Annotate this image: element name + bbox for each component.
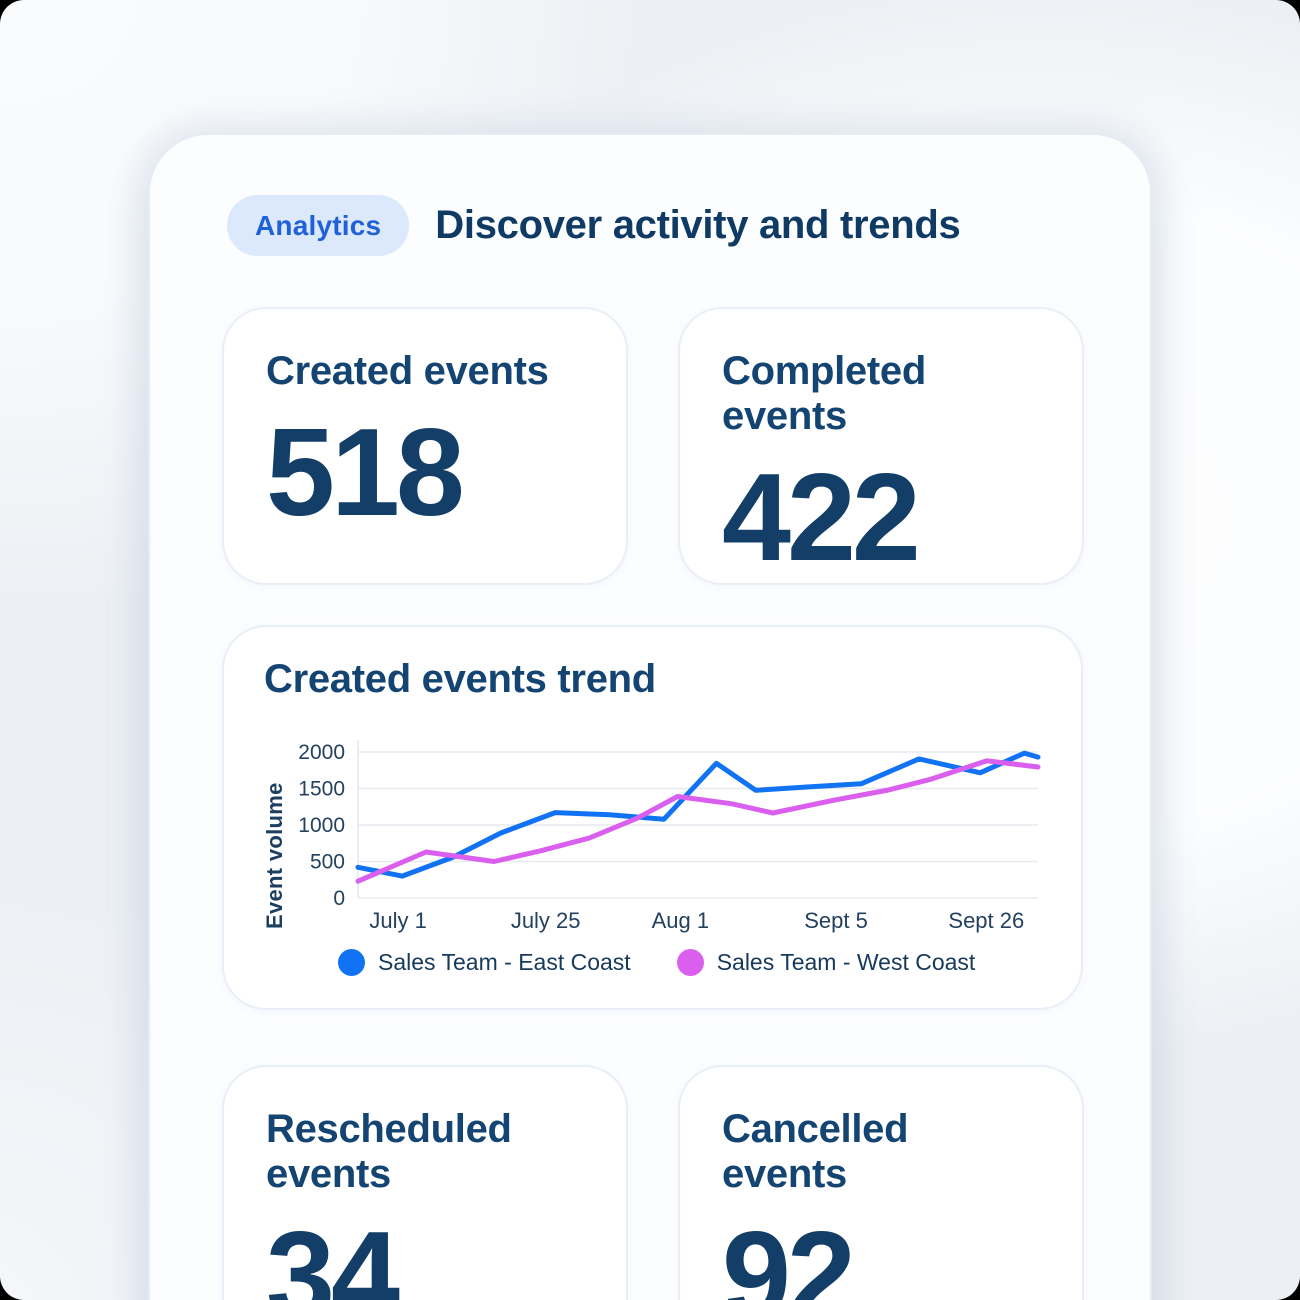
y-tick-label: 0 bbox=[333, 887, 345, 910]
page-title: Discover activity and trends bbox=[435, 203, 961, 247]
analytics-badge: Analytics bbox=[227, 195, 410, 256]
y-tick-label: 1500 bbox=[298, 778, 345, 801]
chart-card: Created events trend Event volume 0 500 10… bbox=[222, 625, 1083, 1010]
legend-label: Sales Team - East Coast bbox=[378, 949, 631, 975]
stat-value: 518 bbox=[266, 404, 465, 542]
stat-value: 34 bbox=[266, 1207, 400, 1300]
stat-label: Rescheduled events bbox=[266, 1107, 512, 1196]
stat-label: Cancelled events bbox=[722, 1107, 909, 1196]
x-tick-label: Sept 26 bbox=[948, 908, 1024, 933]
stat-card-completed-events: Completed events 422 bbox=[678, 307, 1084, 585]
y-axis-label: Event volume bbox=[262, 782, 287, 929]
trend-chart-area: Event volume 0 500 1000 1500 2000 July 1 July … bbox=[254, 735, 1054, 942]
legend-label: Sales Team - West Coast bbox=[716, 949, 976, 975]
stat-card-cancelled-events: Cancelled events 92 bbox=[678, 1065, 1084, 1300]
trend-line-chart: 0 500 1000 1500 2000 July 1 July 25 Aug 1 Sept 5… bbox=[298, 740, 1041, 933]
x-tick-label: July 1 bbox=[369, 908, 426, 933]
y-tick-label: 2000 bbox=[298, 741, 345, 764]
stat-label: Completed events bbox=[722, 349, 926, 438]
legend-item-west-coast[interactable]: Sales Team - West Coast bbox=[676, 949, 976, 976]
series-line-1 bbox=[355, 758, 1041, 884]
x-tick-label: Sept 5 bbox=[804, 908, 868, 933]
header: Analytics Discover activity and trends bbox=[227, 195, 961, 256]
stat-label: Created events bbox=[266, 349, 549, 393]
chart-legend: Sales Team - East Coast Sales Team - Wes… bbox=[338, 949, 975, 976]
y-tick-label: 1000 bbox=[298, 814, 345, 837]
analytics-panel: Analytics Discover activity and trends C… bbox=[150, 135, 1150, 1300]
legend-dot-east-coast-icon bbox=[338, 949, 365, 976]
y-tick-label: 500 bbox=[310, 851, 345, 874]
stat-card-rescheduled-events: Rescheduled events 34 bbox=[222, 1065, 628, 1300]
x-tick-label: Aug 1 bbox=[652, 908, 710, 933]
legend-item-east-coast[interactable]: Sales Team - East Coast bbox=[338, 949, 631, 976]
legend-dot-west-coast-icon bbox=[676, 949, 704, 976]
chart-title: Created events trend bbox=[264, 657, 656, 701]
stat-card-created-events: Created events 518 bbox=[222, 307, 628, 585]
stat-value: 92 bbox=[722, 1207, 856, 1300]
stat-value: 422 bbox=[722, 449, 921, 587]
x-tick-label: July 25 bbox=[511, 908, 581, 933]
